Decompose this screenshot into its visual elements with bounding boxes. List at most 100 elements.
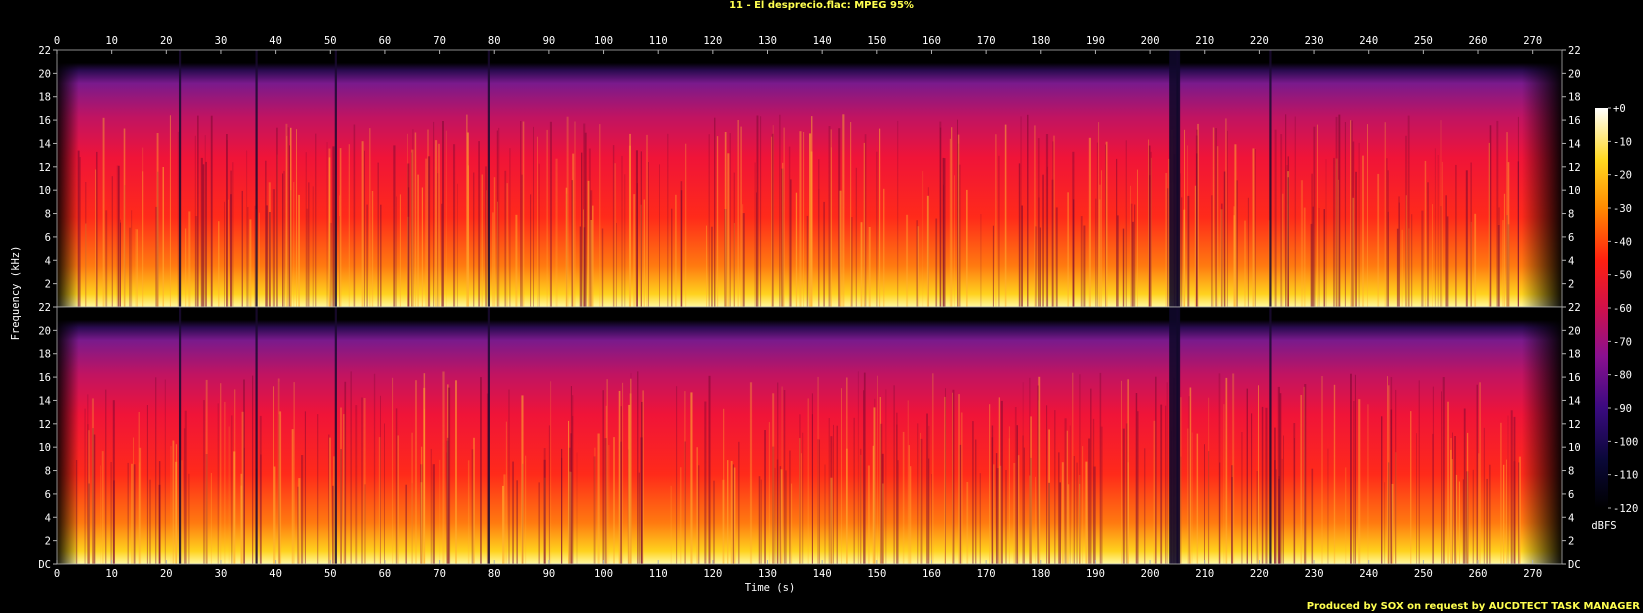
spectral-striation xyxy=(1338,114,1341,307)
spectral-striation xyxy=(1458,481,1460,564)
x-tick-bottom-label: 270 xyxy=(1523,568,1542,580)
spectral-striation xyxy=(84,408,86,564)
spectral-striation xyxy=(806,215,809,307)
spectral-striation xyxy=(733,223,735,307)
spectral-striation xyxy=(202,164,205,307)
spectral-striation xyxy=(1277,386,1280,564)
spectral-striation xyxy=(1125,423,1128,564)
footer-credit: Produced by SOX on request by AUCDTECT T… xyxy=(1306,601,1640,612)
spectral-striation xyxy=(1462,479,1464,564)
spectral-striation xyxy=(265,160,267,307)
spectral-striation xyxy=(1183,209,1186,307)
spectral-striation xyxy=(801,453,802,564)
spectral-striation xyxy=(565,187,568,307)
spectral-striation xyxy=(723,408,725,564)
y-tick-right-label: 10 xyxy=(1568,185,1581,197)
spectral-striation xyxy=(777,382,779,564)
colorbar-label: dBFS xyxy=(1591,520,1616,532)
spectral-striation xyxy=(737,120,739,307)
y-tick-right-label: 20 xyxy=(1568,325,1581,337)
spectral-striation xyxy=(772,393,775,564)
spectral-striation xyxy=(939,121,942,307)
spectral-striation xyxy=(1390,409,1393,564)
spectral-striation xyxy=(175,444,177,564)
spectral-striation xyxy=(420,464,423,564)
spectral-striation xyxy=(164,379,166,564)
spectral-striation xyxy=(329,222,332,307)
spectral-striation xyxy=(859,448,862,564)
spectral-striation xyxy=(833,424,834,564)
x-tick-bottom-label: 0 xyxy=(54,568,60,580)
spectral-striation xyxy=(417,174,419,307)
spectral-striation xyxy=(791,483,793,564)
spectral-striation xyxy=(1518,462,1520,564)
spectral-striation xyxy=(384,423,385,564)
spectral-striation xyxy=(768,422,770,564)
spectral-striation xyxy=(1470,221,1472,307)
y-tick-right-label: 22 xyxy=(1568,302,1581,314)
spectral-striation xyxy=(96,151,98,307)
y-tick-left-label: 2 xyxy=(45,536,51,548)
spectral-striation xyxy=(1427,182,1429,307)
spectral-striation xyxy=(120,222,121,307)
spectral-striation xyxy=(1187,145,1188,307)
spectral-striation xyxy=(1424,160,1427,307)
x-tick-top-label: 140 xyxy=(813,35,832,47)
spectral-striation xyxy=(1405,195,1407,307)
spectral-striation xyxy=(424,408,425,564)
spectral-striation xyxy=(291,429,294,564)
spectral-striation xyxy=(995,453,998,564)
spectral-striation xyxy=(258,212,260,307)
spectral-striation xyxy=(1367,124,1368,307)
spectral-striation xyxy=(853,417,855,564)
spectral-striation xyxy=(830,147,832,307)
spectral-striation xyxy=(828,126,831,307)
spectral-striation xyxy=(1278,476,1280,564)
spectral-striation xyxy=(1437,155,1439,307)
spectral-striation xyxy=(278,381,280,564)
spectral-striation xyxy=(1274,427,1276,564)
spectral-striation xyxy=(732,464,734,564)
spectral-striation xyxy=(772,125,774,307)
spectral-striation xyxy=(447,387,451,564)
spectral-striation xyxy=(738,441,740,564)
spectral-striation xyxy=(112,400,115,564)
spectral-striation xyxy=(1148,145,1151,307)
spectral-striation xyxy=(1083,225,1086,307)
colorbar-tick-label: -100 xyxy=(1613,436,1638,448)
spectral-striation xyxy=(817,376,819,564)
spectral-striation xyxy=(1354,374,1356,564)
spectral-striation xyxy=(602,390,604,564)
spectral-striation xyxy=(1411,214,1413,307)
spectral-striation xyxy=(1204,444,1205,564)
spectral-striation xyxy=(1254,149,1256,307)
spectral-striation xyxy=(1116,215,1119,307)
x-tick-bottom-label: 230 xyxy=(1305,568,1324,580)
spectral-striation xyxy=(1022,435,1024,564)
spectral-striation xyxy=(1353,401,1355,564)
colorbar-tick-label: -120 xyxy=(1613,503,1638,515)
y-tick-right-label: 14 xyxy=(1568,138,1581,150)
spectral-striation xyxy=(951,127,953,307)
spectral-striation xyxy=(621,155,623,307)
spectral-striation xyxy=(943,158,946,307)
spectral-striation xyxy=(254,205,256,307)
x-tick-top-label: 50 xyxy=(324,35,337,47)
spectral-striation xyxy=(1023,447,1025,564)
colorbar-tick-label: -60 xyxy=(1613,303,1632,315)
spectral-striation xyxy=(1335,116,1338,308)
spectral-striation xyxy=(1189,387,1192,564)
spectral-striation xyxy=(333,456,335,564)
x-tick-bottom-label: 10 xyxy=(105,568,118,580)
spectral-striation xyxy=(332,146,335,307)
x-tick-top-label: 180 xyxy=(1031,35,1050,47)
spectral-striation xyxy=(614,163,616,307)
x-tick-top-label: 60 xyxy=(379,35,392,47)
x-tick-top-label: 190 xyxy=(1086,35,1105,47)
spectral-striation xyxy=(1351,120,1353,307)
spectral-striation xyxy=(954,175,955,307)
spectral-striation xyxy=(1048,482,1050,564)
spectral-striation xyxy=(713,480,715,564)
spectral-striation xyxy=(957,119,958,307)
spectral-striation xyxy=(877,375,878,564)
